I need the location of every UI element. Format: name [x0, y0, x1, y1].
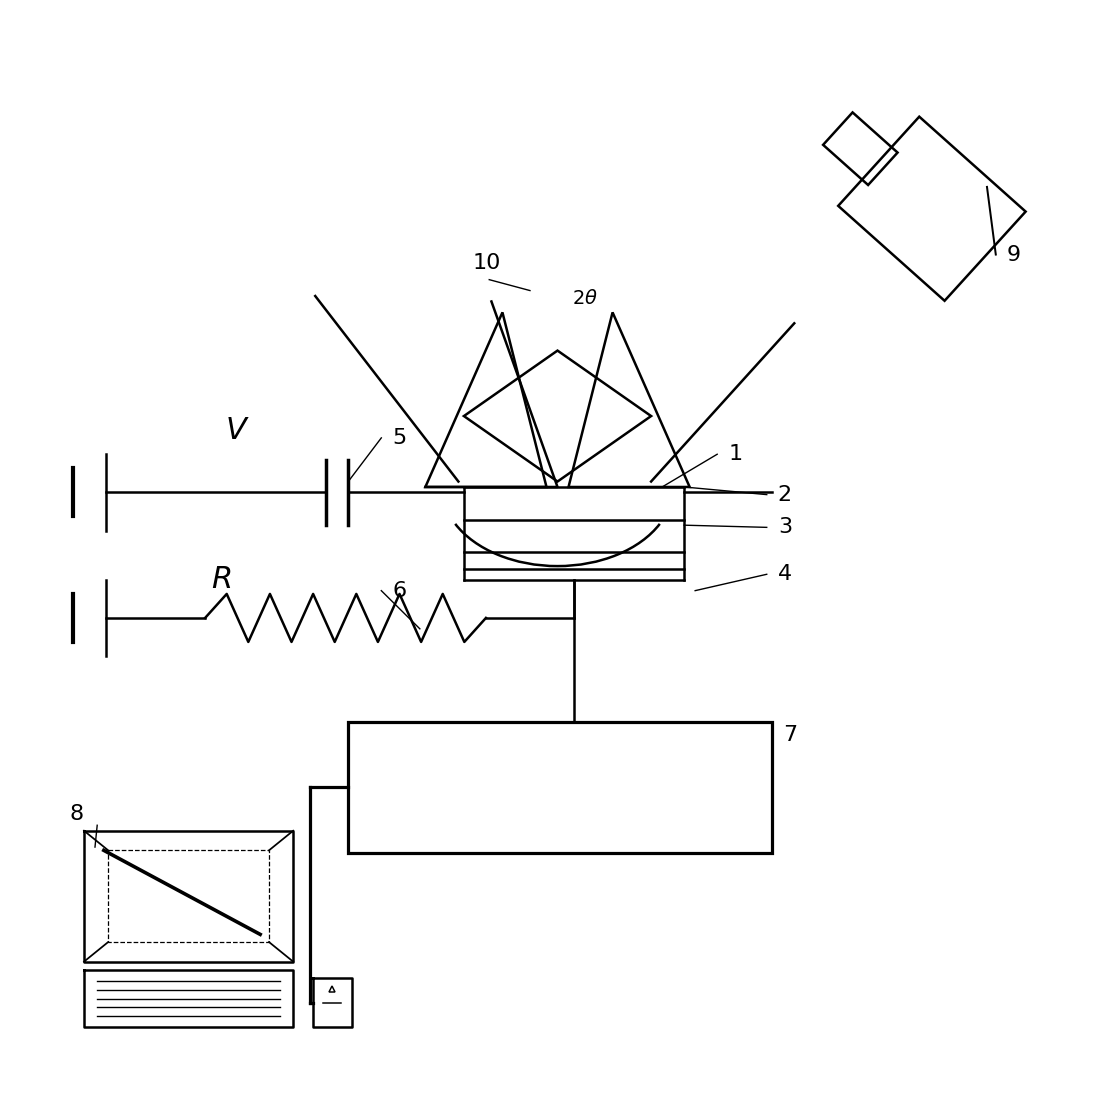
Text: 9: 9 — [1007, 245, 1021, 265]
Text: 1: 1 — [729, 444, 742, 464]
Text: 8: 8 — [70, 804, 84, 825]
Text: 2$\theta$: 2$\theta$ — [572, 289, 598, 307]
Text: 2: 2 — [777, 485, 792, 504]
Text: 5: 5 — [392, 428, 406, 447]
Text: 10: 10 — [473, 254, 501, 274]
Text: R: R — [211, 566, 232, 594]
Text: 7: 7 — [783, 724, 797, 745]
Text: 4: 4 — [777, 565, 792, 584]
Text: V: V — [225, 416, 246, 445]
Text: 3: 3 — [777, 517, 792, 537]
Text: 6: 6 — [392, 581, 406, 601]
